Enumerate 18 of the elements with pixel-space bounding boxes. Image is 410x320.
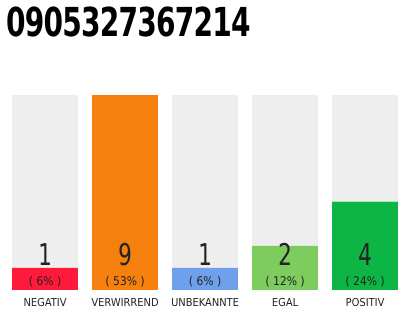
- bar: [172, 268, 238, 290]
- annotation: 1: [38, 238, 52, 273]
- bar: [12, 268, 78, 290]
- annotation: 1: [198, 238, 212, 273]
- data-label: ( 12% ): [265, 274, 305, 288]
- x-tick-label: VERWIRREND: [91, 296, 159, 309]
- data-label: ( 53% ): [105, 274, 145, 288]
- data-label: ( 6% ): [28, 274, 62, 288]
- x-tick-label: UNBEKANNTE: [171, 296, 239, 309]
- data-label: ( 24% ): [345, 274, 385, 288]
- annotation: 4: [358, 238, 372, 273]
- x-tick-label: EGAL: [272, 296, 299, 309]
- annotation: 9: [118, 238, 132, 273]
- annotation: 2: [278, 238, 292, 273]
- data-label: ( 6% ): [188, 274, 222, 288]
- chart-title: 0905327367214: [6, 0, 250, 46]
- x-tick-label: NEGATIV: [24, 296, 67, 309]
- x-tick-label: POSITIV: [346, 296, 385, 309]
